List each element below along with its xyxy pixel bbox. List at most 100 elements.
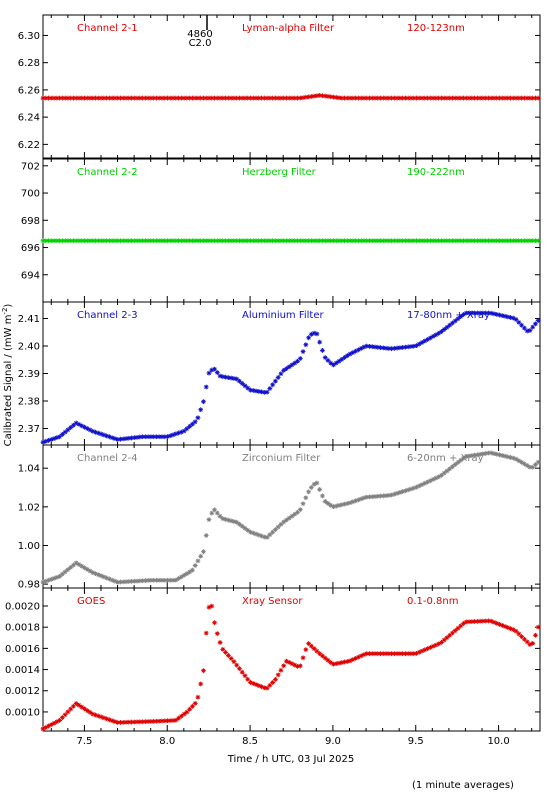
data-point <box>391 651 397 657</box>
y-tick-label: 700 <box>21 189 40 200</box>
data-point <box>87 427 93 433</box>
data-point <box>308 643 314 649</box>
data-point <box>447 238 453 244</box>
data-point <box>364 651 370 657</box>
data-point <box>231 95 237 101</box>
data-point <box>148 95 154 101</box>
data-point <box>156 238 162 244</box>
data-point <box>483 95 489 101</box>
data-point <box>486 238 491 244</box>
data-point <box>483 451 489 456</box>
data-point <box>405 487 411 493</box>
data-point <box>378 493 383 499</box>
data-point <box>167 238 173 244</box>
data-point <box>170 577 176 583</box>
data-point <box>486 310 491 316</box>
data-point <box>438 640 444 645</box>
data-point <box>450 630 455 636</box>
data-point <box>391 491 397 497</box>
data-point <box>502 313 508 319</box>
data-point <box>535 624 541 630</box>
data-point <box>131 578 137 584</box>
data-point <box>303 647 309 653</box>
data-point <box>400 238 406 244</box>
data-point <box>187 95 193 101</box>
data-point <box>397 490 403 495</box>
data-point <box>98 714 104 720</box>
data-point <box>109 435 115 441</box>
data-point <box>154 434 159 440</box>
data-point <box>272 378 278 384</box>
data-point <box>433 642 439 648</box>
data-point <box>264 95 270 101</box>
data-point <box>118 579 123 585</box>
data-point <box>297 238 303 244</box>
data-point <box>516 319 522 325</box>
data-point <box>292 662 298 668</box>
data-point <box>524 95 530 101</box>
data-point <box>145 578 151 583</box>
data-point <box>201 238 206 244</box>
data-point <box>422 95 428 101</box>
data-point <box>328 360 334 366</box>
y-tick-label: 2.40 <box>18 342 40 353</box>
data-point <box>472 619 477 624</box>
data-point <box>458 238 464 244</box>
data-point <box>477 310 483 316</box>
data-point <box>51 720 57 726</box>
data-point <box>267 95 273 101</box>
data-point <box>533 321 538 327</box>
data-point <box>331 504 336 510</box>
data-point <box>461 238 466 244</box>
data-point <box>181 95 187 101</box>
data-point <box>123 238 129 244</box>
data-point <box>162 577 168 583</box>
data-point <box>333 661 339 667</box>
data-point <box>297 356 303 361</box>
data-point <box>508 95 513 101</box>
data-point <box>234 662 240 668</box>
data-point <box>336 503 342 508</box>
data-point <box>422 338 428 344</box>
data-point <box>212 507 217 513</box>
data-point <box>256 95 262 101</box>
data-point <box>320 348 325 353</box>
data-point <box>405 344 411 350</box>
data-point <box>82 238 87 244</box>
data-point <box>134 434 140 440</box>
panel-band-label: 6-20nm + Xray <box>407 453 484 464</box>
data-point <box>165 95 170 101</box>
data-point <box>314 238 320 244</box>
data-point <box>189 238 195 244</box>
data-point <box>344 95 350 101</box>
data-point <box>90 428 96 434</box>
data-point <box>259 684 264 690</box>
data-point <box>375 493 381 499</box>
data-point <box>234 95 240 101</box>
data-point <box>259 533 264 539</box>
data-point <box>134 578 140 584</box>
data-point <box>173 95 179 101</box>
data-point <box>474 452 480 458</box>
data-point <box>192 563 198 568</box>
data-point <box>469 619 475 625</box>
data-point <box>189 703 195 709</box>
panel-frame <box>42 587 541 732</box>
data-point <box>405 238 411 244</box>
panel-4: 0.98 1.00 1.02 1.04 Channel 2-4 Zirconium Fil… <box>18 444 541 591</box>
data-point <box>165 434 170 440</box>
data-point <box>289 95 295 101</box>
y-tick-label: 2.41 <box>18 314 40 325</box>
data-point <box>458 95 464 101</box>
data-point <box>40 95 46 101</box>
data-point <box>51 95 57 101</box>
data-point <box>261 685 267 691</box>
data-point <box>281 368 287 373</box>
data-point <box>414 95 419 101</box>
data-point <box>87 568 93 574</box>
data-point <box>317 92 323 98</box>
data-point <box>494 95 500 101</box>
data-point <box>353 95 359 101</box>
data-point <box>441 238 447 244</box>
data-point <box>403 238 408 244</box>
